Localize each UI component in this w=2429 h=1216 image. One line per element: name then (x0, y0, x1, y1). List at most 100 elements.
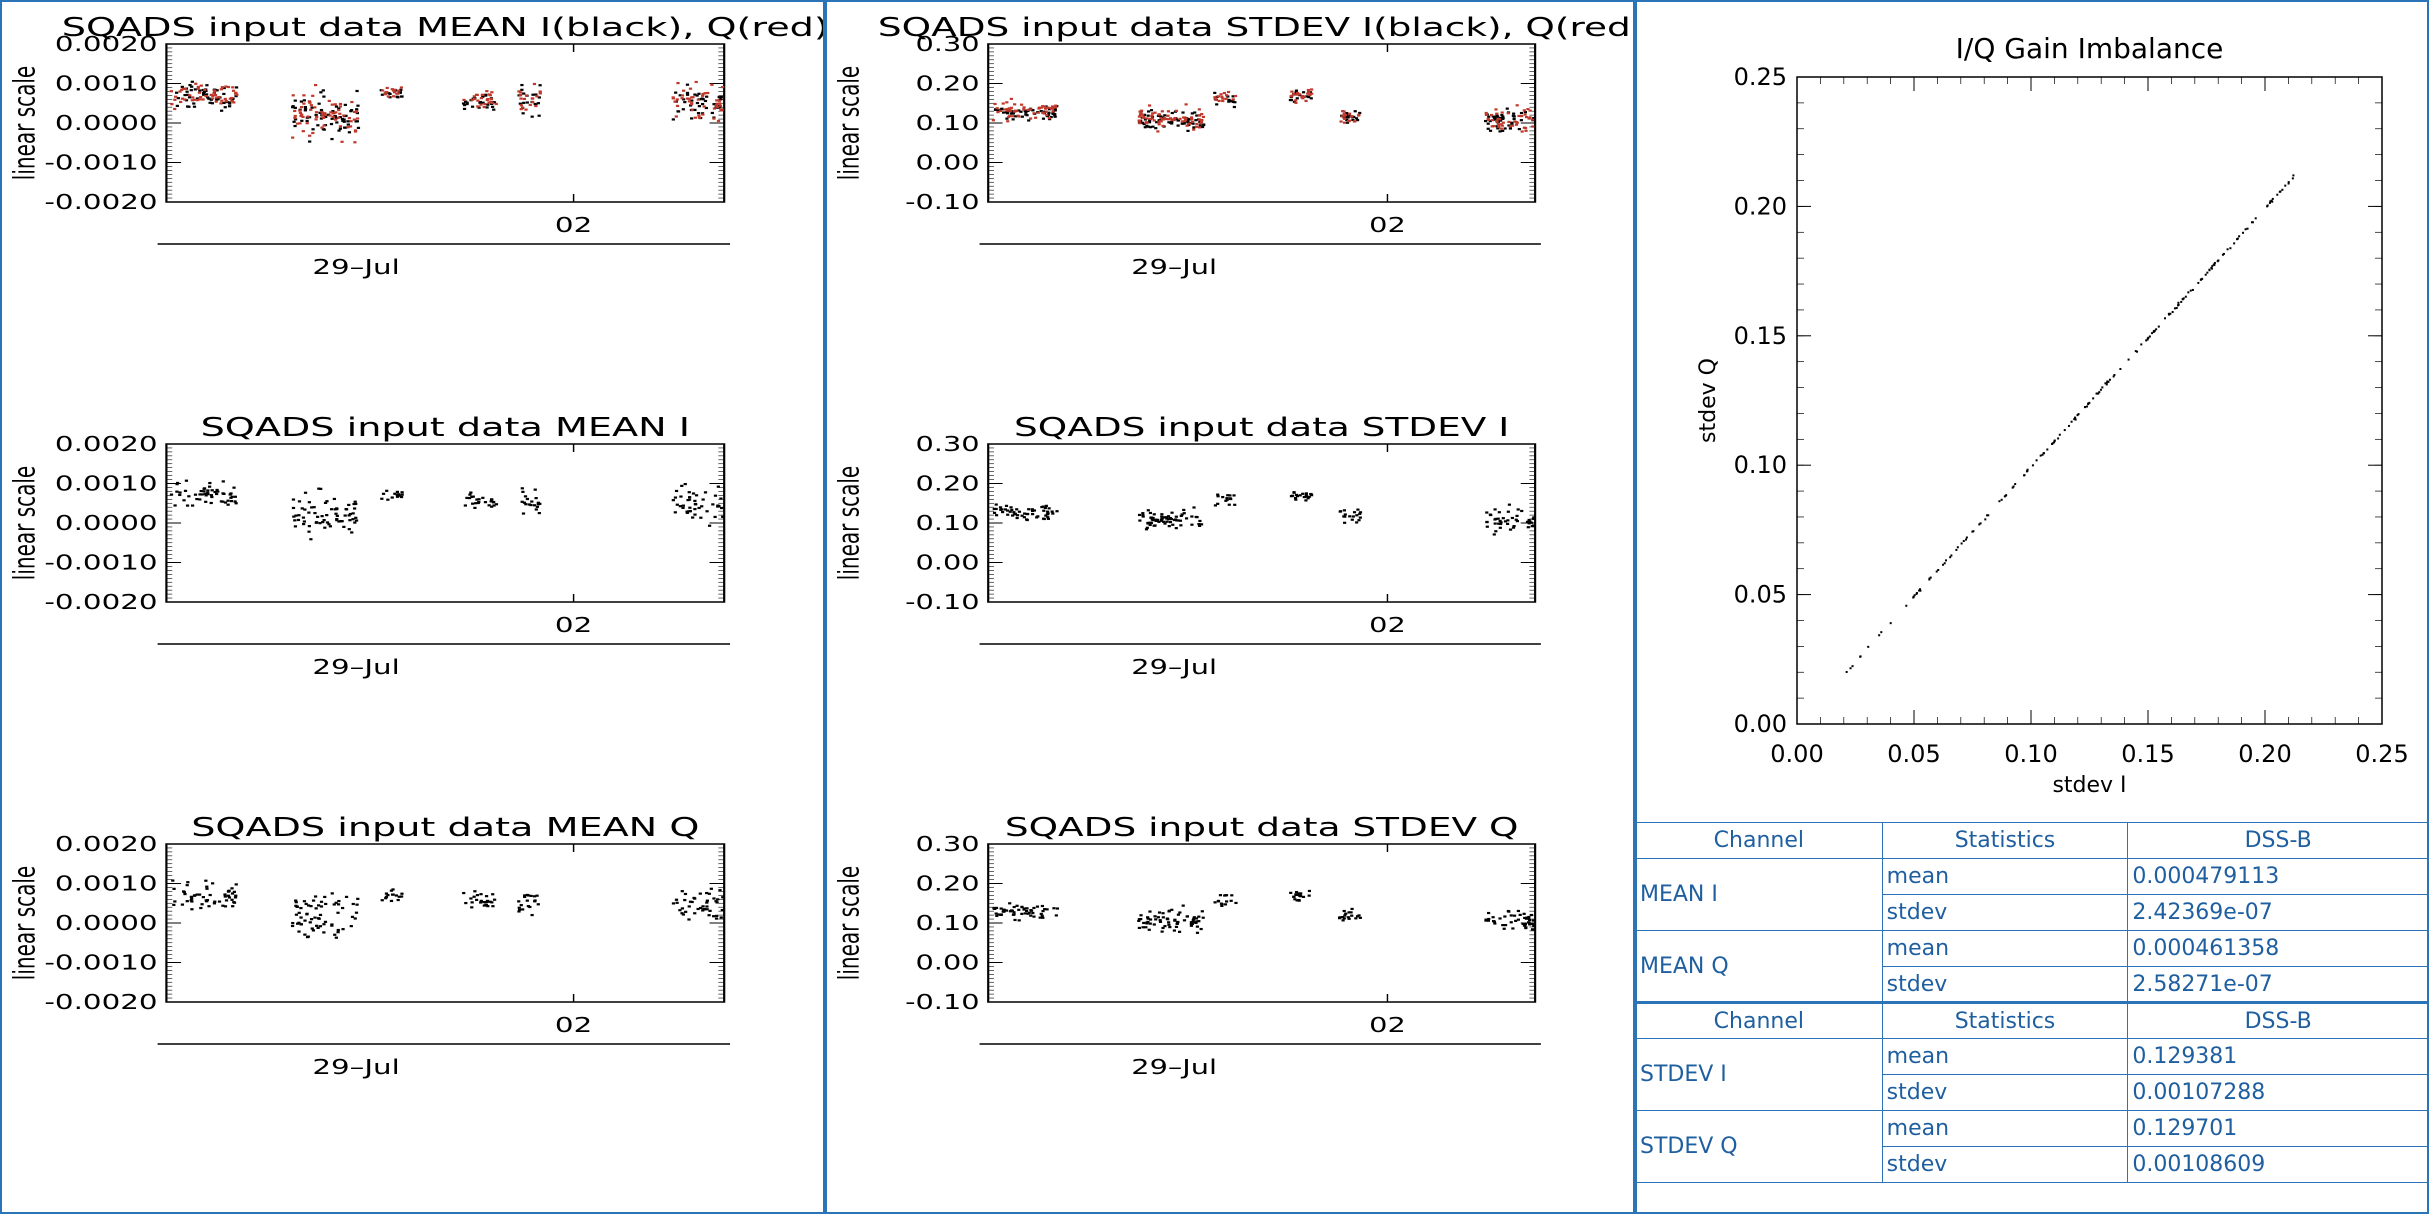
data-point (291, 498, 296, 501)
data-point (1027, 508, 1031, 511)
data-point (475, 893, 480, 897)
data-point (1025, 907, 1029, 910)
data-point (1160, 930, 1164, 933)
data-point (313, 895, 318, 898)
data-point (463, 504, 467, 507)
data-point (1182, 116, 1186, 119)
data-point (355, 108, 359, 111)
data-point (1340, 115, 1344, 118)
data-point (1039, 912, 1043, 916)
data-point (1177, 930, 1182, 933)
data-point (205, 84, 209, 87)
data-point (2076, 414, 2079, 417)
data-point (308, 101, 312, 104)
data-point (197, 893, 202, 896)
data-point (297, 911, 301, 914)
data-point (1337, 917, 1342, 920)
data-point (322, 124, 326, 127)
data-point (204, 500, 208, 503)
statistic-cell: stdev (1881, 894, 2129, 931)
data-point (2031, 464, 2034, 467)
data-point (1042, 509, 1046, 512)
data-point (355, 117, 360, 120)
data-point (465, 102, 469, 106)
data-point (1007, 115, 1011, 119)
data-point (2175, 307, 2178, 310)
data-point (1308, 93, 1312, 97)
data-point (1306, 88, 1310, 92)
data-point (356, 104, 360, 107)
data-point (1156, 130, 1160, 133)
data-point (192, 102, 196, 105)
chart-wrap-stdev_i: SQADS input data STDEV I0.300.200.100.00… (832, 412, 1541, 679)
data-point (2104, 382, 2107, 385)
data-point (479, 899, 483, 902)
data-point (1154, 519, 1158, 523)
data-point (305, 119, 309, 123)
data-point (717, 96, 721, 99)
data-point (1154, 918, 1158, 921)
data-point (2063, 429, 2066, 432)
data-point (2187, 291, 2190, 294)
data-point (1011, 111, 1015, 114)
data-point (234, 95, 238, 98)
data-point (1008, 910, 1013, 913)
data-point (307, 525, 311, 528)
data-point (338, 116, 342, 119)
data-point (199, 489, 203, 493)
data-point (690, 900, 694, 904)
data-point (348, 519, 352, 522)
data-point (1297, 898, 1301, 902)
data-point (325, 500, 329, 503)
data-point (1219, 93, 1223, 96)
data-point (697, 105, 701, 108)
data-point (185, 90, 189, 93)
data-point (208, 893, 212, 897)
data-point (321, 89, 325, 92)
data-point (338, 102, 343, 106)
data-point (195, 97, 200, 100)
data-point (1012, 911, 1016, 914)
data-point (1919, 589, 1922, 592)
data-point (399, 88, 403, 91)
data-point (1517, 127, 1521, 131)
data-point (2026, 468, 2029, 471)
data-point (1486, 117, 1490, 121)
data-point (1353, 120, 1357, 123)
data-point (1519, 111, 1524, 115)
data-point (316, 124, 320, 127)
data-point (1174, 515, 1178, 518)
data-point (227, 105, 232, 108)
data-point (520, 88, 524, 91)
data-point (1155, 121, 1159, 124)
data-point (232, 901, 236, 904)
data-point (1293, 497, 1298, 500)
data-point (210, 882, 215, 885)
chart-title: SQADS input data STDEV Q (1005, 812, 1519, 843)
data-point (338, 112, 342, 115)
data-point (1998, 500, 2001, 503)
statistic-cell: mean (1881, 1110, 2129, 1147)
data-point (1501, 129, 1505, 132)
data-point (1350, 907, 1354, 911)
data-point (1943, 562, 1946, 565)
data-point (1183, 118, 1188, 121)
y-tick-label: 0.00 (916, 151, 980, 174)
data-point (1229, 899, 1233, 902)
data-point (343, 103, 347, 106)
data-point (2191, 288, 2194, 291)
data-point (479, 893, 483, 896)
y-tick-label: 0.0010 (55, 472, 158, 495)
data-point (1310, 494, 1314, 497)
data-point (1050, 510, 1054, 513)
data-point (223, 905, 228, 908)
data-point (1503, 924, 1508, 927)
data-point (311, 929, 316, 932)
data-point (1161, 118, 1165, 121)
data-point (173, 504, 177, 507)
data-point (221, 492, 225, 495)
data-point (294, 514, 298, 517)
data-point (386, 498, 390, 501)
data-point (323, 501, 328, 504)
data-point (1529, 521, 1534, 524)
